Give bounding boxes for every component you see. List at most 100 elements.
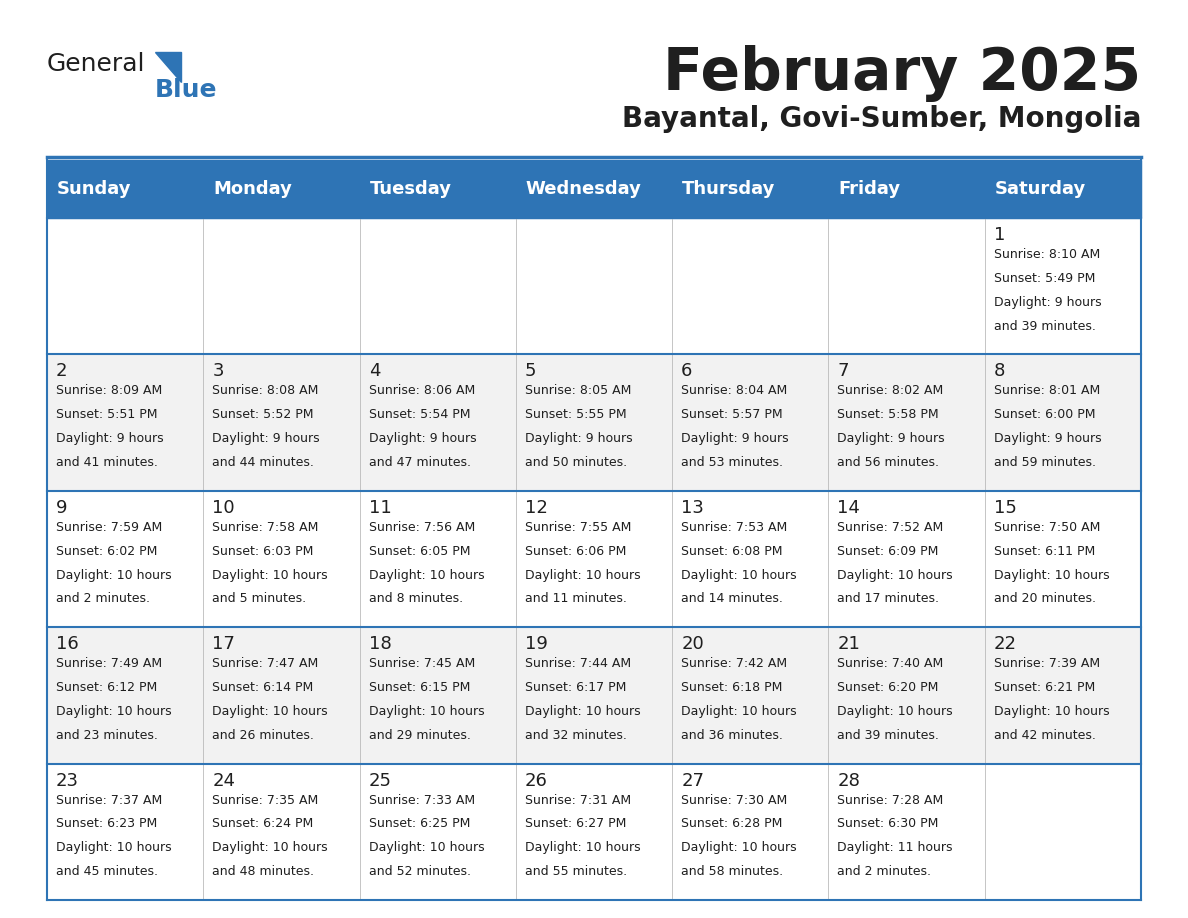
Text: and 56 minutes.: and 56 minutes. bbox=[838, 456, 940, 469]
Text: and 2 minutes.: and 2 minutes. bbox=[838, 865, 931, 879]
Text: Sunset: 5:52 PM: Sunset: 5:52 PM bbox=[213, 409, 314, 421]
Text: and 39 minutes.: and 39 minutes. bbox=[993, 319, 1095, 332]
Text: Sunset: 6:12 PM: Sunset: 6:12 PM bbox=[56, 681, 157, 694]
Text: Daylight: 10 hours: Daylight: 10 hours bbox=[525, 568, 640, 581]
Text: Blue: Blue bbox=[154, 78, 217, 102]
Text: Sunset: 5:54 PM: Sunset: 5:54 PM bbox=[368, 409, 470, 421]
Text: Daylight: 9 hours: Daylight: 9 hours bbox=[525, 432, 632, 445]
Text: Sunrise: 7:55 AM: Sunrise: 7:55 AM bbox=[525, 521, 631, 533]
Text: 3: 3 bbox=[213, 363, 223, 380]
Text: and 32 minutes.: and 32 minutes. bbox=[525, 729, 627, 742]
Text: Sunrise: 7:49 AM: Sunrise: 7:49 AM bbox=[56, 657, 162, 670]
Text: 16: 16 bbox=[56, 635, 78, 654]
Text: Sunset: 6:23 PM: Sunset: 6:23 PM bbox=[56, 817, 157, 831]
Text: Sunrise: 7:52 AM: Sunrise: 7:52 AM bbox=[838, 521, 943, 533]
Text: 1: 1 bbox=[993, 226, 1005, 244]
Text: General: General bbox=[48, 52, 145, 76]
Text: and 55 minutes.: and 55 minutes. bbox=[525, 865, 627, 879]
Text: Daylight: 10 hours: Daylight: 10 hours bbox=[681, 568, 797, 581]
Text: Sunset: 6:20 PM: Sunset: 6:20 PM bbox=[838, 681, 939, 694]
Text: Sunrise: 7:42 AM: Sunrise: 7:42 AM bbox=[681, 657, 788, 670]
Text: 24: 24 bbox=[213, 772, 235, 789]
Text: Sunrise: 8:02 AM: Sunrise: 8:02 AM bbox=[838, 385, 943, 397]
Text: and 53 minutes.: and 53 minutes. bbox=[681, 456, 783, 469]
Text: Sunrise: 7:35 AM: Sunrise: 7:35 AM bbox=[213, 793, 318, 807]
Text: Sunset: 5:49 PM: Sunset: 5:49 PM bbox=[993, 272, 1095, 285]
Text: Sunset: 6:00 PM: Sunset: 6:00 PM bbox=[993, 409, 1095, 421]
Bar bbox=[48, 764, 1140, 900]
Text: 12: 12 bbox=[525, 498, 548, 517]
Text: and 42 minutes.: and 42 minutes. bbox=[993, 729, 1095, 742]
Text: Saturday: Saturday bbox=[994, 180, 1086, 198]
Text: 5: 5 bbox=[525, 363, 536, 380]
Text: Bayantal, Govi-Sumber, Mongolia: Bayantal, Govi-Sumber, Mongolia bbox=[621, 105, 1140, 133]
Text: and 48 minutes.: and 48 minutes. bbox=[213, 865, 315, 879]
Text: and 26 minutes.: and 26 minutes. bbox=[213, 729, 314, 742]
Text: Sunset: 6:24 PM: Sunset: 6:24 PM bbox=[213, 817, 314, 831]
Text: Daylight: 10 hours: Daylight: 10 hours bbox=[213, 841, 328, 855]
Text: Sunrise: 7:44 AM: Sunrise: 7:44 AM bbox=[525, 657, 631, 670]
Text: Sunrise: 7:39 AM: Sunrise: 7:39 AM bbox=[993, 657, 1100, 670]
Text: and 17 minutes.: and 17 minutes. bbox=[838, 592, 940, 605]
Bar bbox=[48, 354, 1140, 491]
Text: Sunset: 5:58 PM: Sunset: 5:58 PM bbox=[838, 409, 939, 421]
Text: 21: 21 bbox=[838, 635, 860, 654]
Text: and 44 minutes.: and 44 minutes. bbox=[213, 456, 314, 469]
Text: and 59 minutes.: and 59 minutes. bbox=[993, 456, 1095, 469]
Text: Daylight: 10 hours: Daylight: 10 hours bbox=[56, 568, 171, 581]
Text: 13: 13 bbox=[681, 498, 704, 517]
Text: Sunset: 6:28 PM: Sunset: 6:28 PM bbox=[681, 817, 783, 831]
Text: 7: 7 bbox=[838, 363, 849, 380]
Text: Sunrise: 8:09 AM: Sunrise: 8:09 AM bbox=[56, 385, 163, 397]
Text: 11: 11 bbox=[368, 498, 391, 517]
Text: Sunrise: 7:31 AM: Sunrise: 7:31 AM bbox=[525, 793, 631, 807]
Text: Sunrise: 8:10 AM: Sunrise: 8:10 AM bbox=[993, 248, 1100, 261]
Text: Sunrise: 8:05 AM: Sunrise: 8:05 AM bbox=[525, 385, 631, 397]
Text: Sunrise: 8:06 AM: Sunrise: 8:06 AM bbox=[368, 385, 475, 397]
Text: Daylight: 10 hours: Daylight: 10 hours bbox=[56, 841, 171, 855]
Text: Sunrise: 7:40 AM: Sunrise: 7:40 AM bbox=[838, 657, 943, 670]
Text: 8: 8 bbox=[993, 363, 1005, 380]
Text: Tuesday: Tuesday bbox=[369, 180, 451, 198]
Text: Daylight: 9 hours: Daylight: 9 hours bbox=[681, 432, 789, 445]
Text: Friday: Friday bbox=[839, 180, 901, 198]
Text: Sunday: Sunday bbox=[57, 180, 132, 198]
Bar bbox=[48, 627, 1140, 764]
Text: 4: 4 bbox=[368, 363, 380, 380]
Text: Wednesday: Wednesday bbox=[526, 180, 642, 198]
Text: Daylight: 10 hours: Daylight: 10 hours bbox=[838, 705, 953, 718]
Text: Sunrise: 7:28 AM: Sunrise: 7:28 AM bbox=[838, 793, 943, 807]
Text: and 29 minutes.: and 29 minutes. bbox=[368, 729, 470, 742]
Text: Sunset: 6:17 PM: Sunset: 6:17 PM bbox=[525, 681, 626, 694]
Text: Sunset: 5:51 PM: Sunset: 5:51 PM bbox=[56, 409, 158, 421]
Text: 19: 19 bbox=[525, 635, 548, 654]
Text: and 11 minutes.: and 11 minutes. bbox=[525, 592, 627, 605]
Text: and 47 minutes.: and 47 minutes. bbox=[368, 456, 470, 469]
Text: Daylight: 10 hours: Daylight: 10 hours bbox=[681, 841, 797, 855]
Text: Daylight: 9 hours: Daylight: 9 hours bbox=[993, 432, 1101, 445]
Text: Daylight: 10 hours: Daylight: 10 hours bbox=[368, 841, 485, 855]
Text: Thursday: Thursday bbox=[682, 180, 776, 198]
Text: Monday: Monday bbox=[214, 180, 292, 198]
Text: Sunrise: 7:37 AM: Sunrise: 7:37 AM bbox=[56, 793, 163, 807]
Text: Sunset: 6:27 PM: Sunset: 6:27 PM bbox=[525, 817, 626, 831]
Text: Daylight: 9 hours: Daylight: 9 hours bbox=[993, 296, 1101, 308]
Text: Sunset: 5:55 PM: Sunset: 5:55 PM bbox=[525, 409, 626, 421]
Text: 22: 22 bbox=[993, 635, 1017, 654]
Text: Daylight: 10 hours: Daylight: 10 hours bbox=[993, 705, 1110, 718]
Text: Sunset: 6:30 PM: Sunset: 6:30 PM bbox=[838, 817, 939, 831]
Text: 18: 18 bbox=[368, 635, 391, 654]
Text: 26: 26 bbox=[525, 772, 548, 789]
Text: Sunset: 6:06 PM: Sunset: 6:06 PM bbox=[525, 544, 626, 557]
Text: Sunrise: 7:53 AM: Sunrise: 7:53 AM bbox=[681, 521, 788, 533]
Text: Sunrise: 7:47 AM: Sunrise: 7:47 AM bbox=[213, 657, 318, 670]
Text: Sunset: 6:11 PM: Sunset: 6:11 PM bbox=[993, 544, 1095, 557]
Text: Sunrise: 7:30 AM: Sunrise: 7:30 AM bbox=[681, 793, 788, 807]
Text: Sunset: 6:21 PM: Sunset: 6:21 PM bbox=[993, 681, 1095, 694]
Text: and 5 minutes.: and 5 minutes. bbox=[213, 592, 307, 605]
Text: and 58 minutes.: and 58 minutes. bbox=[681, 865, 783, 879]
Text: Sunrise: 7:59 AM: Sunrise: 7:59 AM bbox=[56, 521, 163, 533]
Text: Sunrise: 7:33 AM: Sunrise: 7:33 AM bbox=[368, 793, 475, 807]
Text: 27: 27 bbox=[681, 772, 704, 789]
Text: and 2 minutes.: and 2 minutes. bbox=[56, 592, 150, 605]
